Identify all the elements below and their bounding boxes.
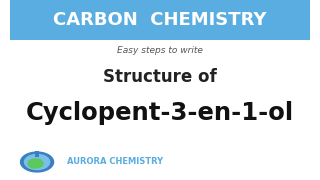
- Text: CARBON  CHEMISTRY: CARBON CHEMISTRY: [53, 11, 267, 29]
- Text: Structure of: Structure of: [103, 68, 217, 86]
- Text: AURORA CHEMISTRY: AURORA CHEMISTRY: [67, 158, 163, 166]
- FancyBboxPatch shape: [35, 151, 39, 157]
- Circle shape: [20, 152, 53, 172]
- Text: Cyclopent-3-en-1-ol: Cyclopent-3-en-1-ol: [26, 101, 294, 125]
- FancyBboxPatch shape: [10, 0, 310, 40]
- Text: Easy steps to write: Easy steps to write: [117, 46, 203, 55]
- Circle shape: [28, 159, 43, 168]
- Circle shape: [24, 154, 50, 170]
